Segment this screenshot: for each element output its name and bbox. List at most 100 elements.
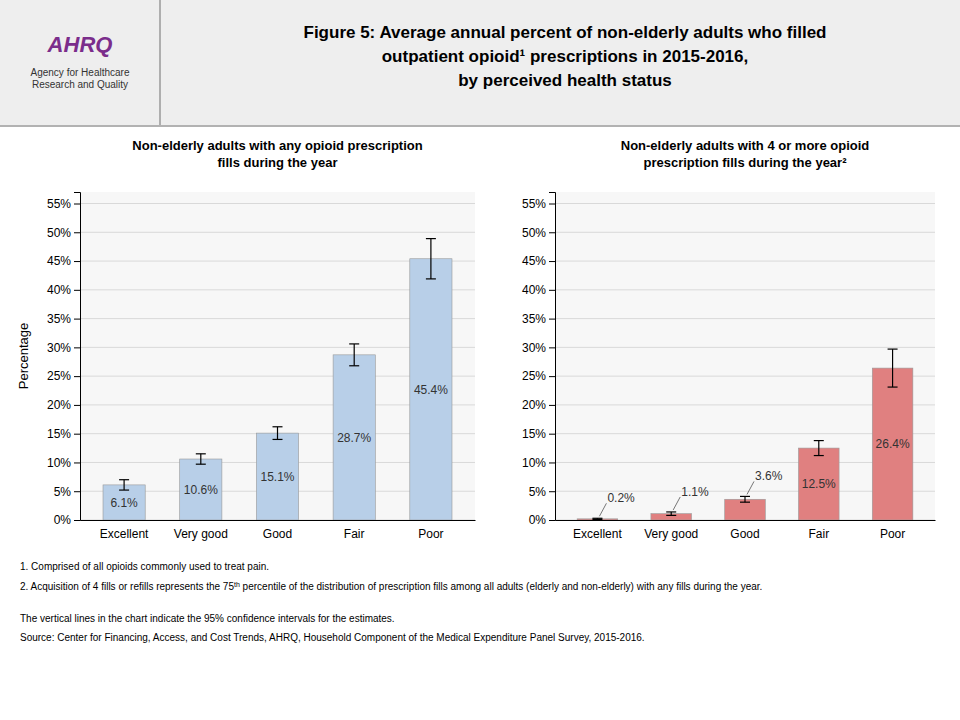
y-tick-label: 0% xyxy=(54,513,72,527)
grid-line xyxy=(555,347,935,348)
footnote: 2. Acquisition of 4 fills or refills rep… xyxy=(20,581,762,593)
x-tick: Very good xyxy=(174,527,228,541)
x-tick: Fair xyxy=(344,527,365,541)
grid-line xyxy=(555,289,935,290)
y-tick-label: 55% xyxy=(47,197,71,211)
y-tick-mark xyxy=(74,347,80,348)
error-bar-line xyxy=(200,454,201,464)
x-tick-label: Fair xyxy=(344,527,365,541)
panel-subtitle: Non-elderly adults with 4 or more opioid… xyxy=(621,138,870,170)
x-tick-label: Very good xyxy=(174,527,228,541)
data-label: 0.2% xyxy=(607,491,635,505)
y-tick-mark xyxy=(549,491,555,492)
panel-subtitle: Non-elderly adults with any opioid presc… xyxy=(132,138,422,170)
y-tick: 10% xyxy=(47,456,80,470)
y-tick: 25% xyxy=(47,369,80,383)
bar xyxy=(725,499,766,520)
y-tick-mark xyxy=(74,290,80,291)
x-tick-label: Good xyxy=(730,527,759,541)
y-tick: 45% xyxy=(522,254,555,268)
logo-separator xyxy=(159,0,161,125)
x-axis-line xyxy=(81,520,476,521)
error-bar-line xyxy=(592,518,602,519)
error-bar xyxy=(888,349,898,387)
data-label-leader xyxy=(599,503,606,516)
plot-background xyxy=(80,192,475,520)
y-tick: 20% xyxy=(47,398,80,412)
error-bar xyxy=(119,480,129,490)
y-tick-label: 50% xyxy=(47,226,71,240)
footnote-part: percentile of the distribution of prescr… xyxy=(240,581,763,592)
y-tick: 0% xyxy=(529,513,555,527)
x-tick-label: Excellent xyxy=(100,527,149,541)
y-tick-label: 0% xyxy=(529,513,547,527)
y-tick-label: 40% xyxy=(47,283,71,297)
x-tick: Fair xyxy=(808,527,829,541)
y-axis: 0%5%10%15%20%25%30%35%40%45%50%55% xyxy=(47,193,81,528)
y-tick: 5% xyxy=(529,485,555,499)
error-bar-line xyxy=(818,441,819,456)
y-tick-label: 5% xyxy=(529,485,547,499)
y-tick-mark xyxy=(74,376,80,377)
chart-title: Figure 5: Average annual percent of non-… xyxy=(304,23,827,90)
y-tick-mark xyxy=(549,232,555,233)
y-tick: 40% xyxy=(522,283,555,297)
x-tick: Poor xyxy=(418,527,443,541)
y-tick: 5% xyxy=(54,485,80,499)
y-axis-line xyxy=(74,193,81,521)
y-tick-label: 45% xyxy=(47,254,71,268)
error-bar xyxy=(740,496,750,502)
error-bar xyxy=(814,441,824,456)
y-tick-mark xyxy=(74,520,80,521)
y-tick-mark xyxy=(549,319,555,320)
x-tick-label: Poor xyxy=(418,527,443,541)
chart-container: AHRQAgency for HealthcareResearch and Qu… xyxy=(0,0,960,720)
plot-background xyxy=(555,192,935,520)
x-axis: ExcellentVery goodGoodFairPoor xyxy=(556,521,936,541)
x-tick-label: Very good xyxy=(644,527,698,541)
bar xyxy=(410,259,452,520)
footnote: The vertical lines in the chart indicate… xyxy=(20,613,395,624)
marks xyxy=(103,239,452,520)
bar xyxy=(103,485,145,520)
error-bar-line xyxy=(740,502,750,503)
y-tick-label: 20% xyxy=(522,398,546,412)
y-tick: 50% xyxy=(522,226,555,240)
x-tick-label: Good xyxy=(263,527,292,541)
y-axis-line xyxy=(549,193,556,521)
y-tick-mark xyxy=(549,434,555,435)
data-label: 3.6% xyxy=(755,469,783,483)
panel: Non-elderly adults with 4 or more opioid… xyxy=(522,138,936,541)
y-tick-label: 25% xyxy=(47,369,71,383)
y-tick-mark xyxy=(74,434,80,435)
error-bar-line xyxy=(349,365,359,366)
y-tick-label: 30% xyxy=(522,341,546,355)
y-tick-mark xyxy=(549,204,555,205)
data-labels: 0.2%1.1%3.6%12.5%26.4% xyxy=(599,437,909,516)
y-tick-label: 25% xyxy=(522,369,546,383)
error-bar-line xyxy=(273,439,283,440)
x-tick: Good xyxy=(730,527,759,541)
bar xyxy=(256,433,298,520)
error-bar-line xyxy=(196,453,206,454)
y-tick: 35% xyxy=(522,312,555,326)
bar xyxy=(180,459,222,520)
error-bar-line xyxy=(814,455,824,456)
y-tick-label: 10% xyxy=(47,456,71,470)
y-tick: 50% xyxy=(47,226,80,240)
data-label-leader xyxy=(747,481,754,494)
y-tick-mark xyxy=(549,376,555,377)
y-tick: 25% xyxy=(522,369,555,383)
y-tick: 40% xyxy=(47,283,80,297)
y-tick-mark xyxy=(74,405,80,406)
data-label: 28.7% xyxy=(337,431,371,445)
data-label: 10.6% xyxy=(184,483,218,497)
y-tick-mark xyxy=(74,319,80,320)
chart-svg: AHRQAgency for HealthcareResearch and Qu… xyxy=(0,0,960,720)
x-tick: Excellent xyxy=(100,527,149,541)
data-label: 6.1% xyxy=(110,496,138,510)
y-tick-mark xyxy=(74,462,80,463)
error-bar-line xyxy=(426,278,436,279)
y-tick-mark xyxy=(549,405,555,406)
y-tick-label: 45% xyxy=(522,254,546,268)
